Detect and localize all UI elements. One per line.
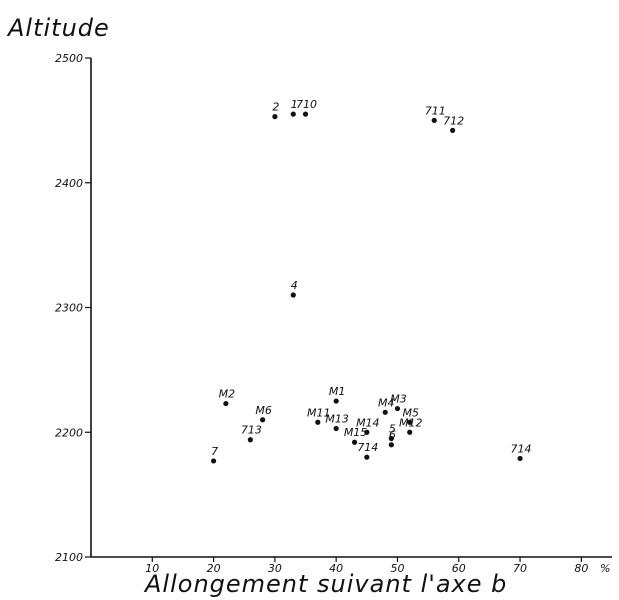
x-tick-label: 20 [207, 562, 221, 575]
data-point [247, 437, 253, 443]
x-tick-label: 50 [390, 562, 404, 575]
x-tick-label: 40 [329, 562, 343, 575]
data-point-label: M2 [219, 388, 236, 401]
data-point-label: M3 [390, 393, 407, 406]
data-point [364, 454, 370, 460]
data-point-label: M15 [344, 426, 368, 439]
y-tick-label: 2300 [55, 302, 83, 315]
data-point [388, 442, 394, 448]
data-point [382, 409, 388, 415]
data-point-label: M6 [255, 404, 272, 417]
data-point-label: M4 [378, 396, 395, 409]
data-point-label: 714 [511, 442, 532, 455]
y-axis-title: Altitude [6, 14, 110, 42]
data-point-label: M12 [399, 416, 423, 429]
data-point [333, 398, 339, 404]
tick-group: 2100 2200 2300 2400 2500 10 20 30 40 50 60 70 80 [55, 52, 588, 575]
x-axis-unit: % [600, 562, 610, 575]
data-point-label: 4 [291, 279, 298, 292]
data-point-label: 711 [425, 104, 446, 117]
data-point [272, 114, 278, 120]
data-point [290, 111, 296, 117]
x-tick-label: 70 [513, 562, 527, 575]
data-point-label: 7 [211, 445, 218, 458]
data-point [394, 405, 401, 412]
x-tick-label: 80 [574, 562, 588, 575]
data-point [431, 117, 437, 123]
data-point [407, 419, 413, 425]
y-tick-label: 2400 [55, 177, 83, 190]
x-axis-title: Allongement suivant l'axe b [143, 570, 507, 598]
y-tick-label: 2100 [55, 551, 83, 564]
data-point-label: M13 [325, 413, 349, 426]
data-point [210, 458, 217, 464]
data-point [223, 400, 229, 407]
x-tick-label: 30 [268, 562, 282, 575]
data-point-label: 713 [241, 424, 262, 437]
data-point [364, 429, 370, 435]
data-point-label: M14 [356, 416, 380, 429]
data-point [351, 439, 358, 445]
data-point [302, 111, 309, 117]
data-point [290, 292, 296, 298]
x-tick-label: 60 [452, 562, 466, 575]
data-point-label: 2 [272, 101, 279, 114]
data-point-label: M1 [329, 385, 346, 398]
data-point [407, 429, 413, 435]
data-point-label: 5 [389, 422, 396, 435]
data-point [260, 417, 266, 423]
data-point-label: 6 [389, 429, 396, 442]
data-point-label: 714 [357, 441, 378, 454]
data-point [333, 425, 339, 432]
x-tick-label: 10 [145, 562, 159, 575]
data-point-label: M11 [307, 406, 331, 419]
y-tick-label: 2500 [55, 52, 83, 65]
data-point [388, 435, 394, 442]
data-point [315, 419, 321, 425]
data-point-label: 710 [296, 98, 317, 111]
data-point-label: 1 [291, 98, 298, 111]
data-point [450, 127, 456, 133]
data-point-label: M5 [402, 406, 419, 419]
y-tick-label: 2200 [55, 426, 83, 439]
data-point-label: 712 [443, 114, 464, 127]
data-point [517, 455, 523, 462]
